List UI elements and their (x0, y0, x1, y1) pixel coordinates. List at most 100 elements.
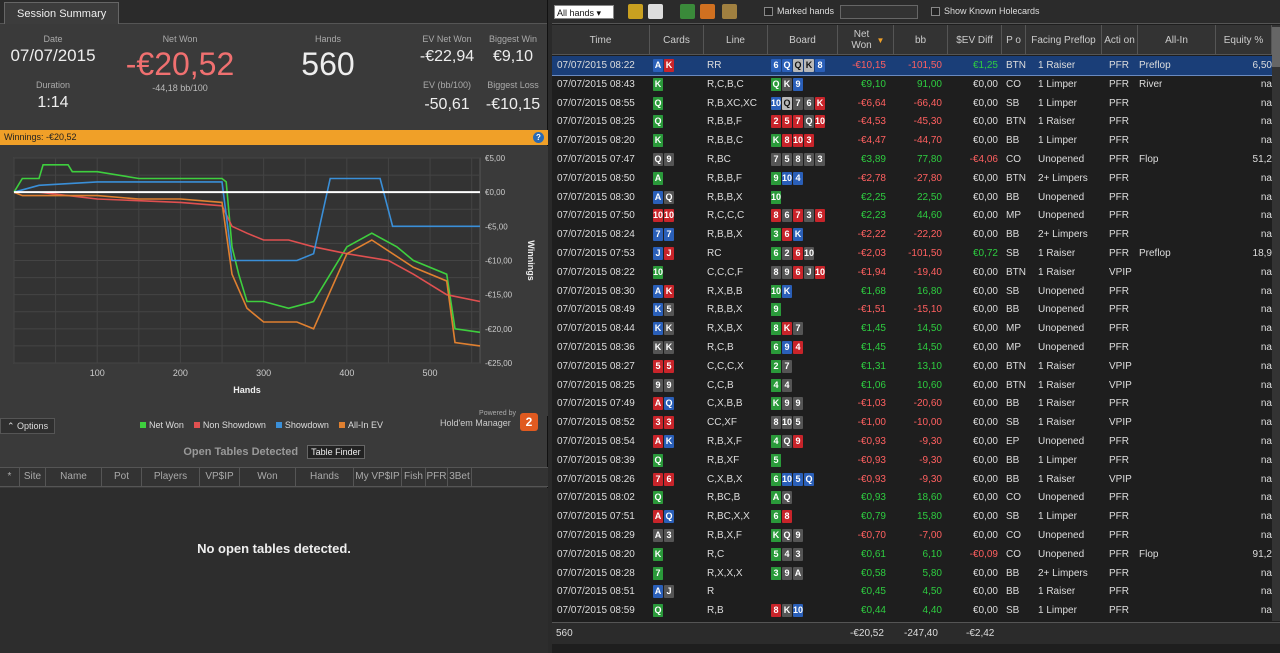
hand-filter-select[interactable]: All hands ▾ (554, 5, 614, 19)
hand-row[interactable]: 07/07/2015 08:30 AQ R,B,B,X 89Q510 €2,25 22,5… (552, 188, 1272, 207)
legend-allin-ev-label: All-In EV (347, 420, 383, 430)
hand-row[interactable]: 07/07/2015 07:50 10 10 R,C,C,C 8 6 7 3 6 €2,23 44,… (552, 206, 1272, 225)
ot-col-pfr[interactable]: PFR (426, 468, 448, 486)
hand-row[interactable]: 07/07/2015 08:25KQR,B,B,F257Q10-€4,53-45… (552, 112, 1272, 131)
hand-equity: na (1260, 210, 1272, 222)
hand-row[interactable]: 07/07/2015 08:24 77 R,B,B,X 23106K -€2,22 -22… (552, 225, 1272, 244)
ot-col-3bet[interactable]: 3Bet (448, 468, 472, 486)
playing-card: 5 (771, 547, 781, 561)
playing-card: 9 (782, 341, 792, 354)
playing-card: J (653, 247, 663, 260)
evnet-label: EV Net Won (422, 34, 472, 44)
rewind-icon[interactable] (628, 4, 643, 19)
hand-row[interactable]: 07/07/2015 08:28 A 7 R,X,X,X KJ93A €0,58 5,80 €… (552, 564, 1272, 583)
known-holecards-checkbox[interactable] (931, 7, 940, 16)
hand-row[interactable]: 07/07/2015 08:22 A K RR 6 Q Q K 8 -€10,15 -101,50 €… (552, 56, 1273, 76)
hands-panel: All hands ▾ Marked hands Show Known Hole… (552, 0, 1280, 653)
hand-row[interactable]: 07/07/2015 08:44KKR,X,B,X987K7€1,4514,50… (552, 319, 1272, 338)
hand-net-won: -€0,70 (857, 530, 886, 541)
marked-hands-select[interactable] (840, 5, 918, 19)
hand-position: BTN (1006, 379, 1026, 391)
hand-row[interactable]: 07/07/2015 08:29 A3 R,B,X,F 9Q92K -€0,70 -7,0… (552, 526, 1272, 545)
x-tick-label: 400 (339, 368, 354, 378)
hand-facing: 1 Raiser (1038, 116, 1076, 128)
hand-ev-diff: €0,00 (972, 567, 998, 579)
ot-col-myvpip[interactable]: My VP$IP (354, 468, 402, 486)
hand-equity: na (1260, 454, 1272, 466)
hand-allin: River (1139, 78, 1163, 90)
ot-col-name[interactable]: Name (46, 468, 102, 486)
hand-bb: 14,50 (916, 323, 942, 335)
hand-row[interactable]: 07/07/2015 08:27 55 C,C,C,X 44237 €1,31 13,10… (552, 357, 1272, 376)
dice-icon[interactable] (648, 4, 663, 19)
hand-equity: 18,9 (1252, 248, 1272, 259)
hand-row[interactable]: 07/07/2015 08:55KQR,B,XC,XC10Q76K-€6,64-… (552, 94, 1272, 113)
hand-row[interactable]: 07/07/2015 07:51 AQ R,BC,X,X AK1068 €0,79 15,… (552, 507, 1272, 526)
col-facing-preflop[interactable]: Facing Preflop (1026, 25, 1102, 55)
playing-card: 7 (793, 322, 803, 336)
open-tables-body (0, 488, 548, 653)
hand-row[interactable]: 07/07/2015 08:39Q10R,B,XF7895-€0,93-9,30… (552, 451, 1272, 470)
col-ev-diff[interactable]: $EV Diff (948, 25, 1002, 55)
table-finder-button[interactable]: Table Finder (307, 445, 365, 459)
ot-col-pot[interactable]: Pot (102, 468, 142, 486)
options-button[interactable]: ⌃ Options (0, 418, 56, 434)
hand-action: PFR (1109, 97, 1129, 109)
hand-row[interactable]: 07/07/2015 08:43KKR,C,B,C46QK9€9,1091,00… (552, 75, 1272, 94)
hands-scroll-thumb[interactable] (1272, 27, 1280, 67)
ot-col-hands[interactable]: Hands (296, 468, 354, 486)
col-cards[interactable]: Cards (650, 25, 704, 55)
hand-row[interactable]: 07/07/2015 08:20AKR,B,B,CQ8K103-€4,47-44… (552, 131, 1272, 150)
col-pos[interactable]: P o (1002, 25, 1026, 55)
hand-row[interactable]: 07/07/2015 08:25 99 C,C,B 6344 €1,06 10,60 €0,… (552, 376, 1272, 395)
hand-equity: na (1260, 586, 1272, 598)
hand-row[interactable]: 07/07/2015 08:52 3 3 CC,XF 8 10 5 -€1,00 -10,00 €… (552, 413, 1272, 432)
col-equity[interactable]: Equity % (1216, 25, 1272, 55)
hand-position: BTN (1006, 172, 1026, 184)
playing-card: 9 (793, 435, 803, 448)
playing-card: 6 (793, 247, 803, 260)
trophy-icon[interactable] (722, 4, 737, 19)
hand-row[interactable]: 07/07/2015 08:50A10R,B,B,F831094-€2,78-2… (552, 169, 1272, 188)
hand-row[interactable]: 07/07/2015 08:30AKR,X,B,BA7A10K€1,6816,8… (552, 282, 1272, 301)
hand-row[interactable]: 07/07/2015 08:51 A J R €0,45 4,50 €0,00 BB 1 Rai… (552, 582, 1272, 601)
hand-row[interactable]: 07/07/2015 08:49 K5 R,B,B,X A5979 -€1,51 -15,… (552, 300, 1272, 319)
ot-col-fish[interactable]: Fish (402, 468, 426, 486)
hand-row[interactable]: 07/07/2015 08:22J10C,C,C,F896J10-€1,94-1… (552, 263, 1272, 282)
hand-row[interactable]: 07/07/2015 08:54 AK R,B,X,F 66Q49 -€0,93 -9,3… (552, 432, 1272, 451)
grid-icon[interactable] (680, 4, 695, 19)
col-time[interactable]: Time (552, 25, 650, 55)
playing-card: 4 (782, 378, 792, 392)
ot-col-players[interactable]: Players (142, 468, 200, 486)
col-allin[interactable]: All-In (1138, 25, 1216, 55)
col-board[interactable]: Board (768, 25, 838, 55)
hand-row[interactable]: 07/07/2015 07:53 JJ RC 626106 -€2,03 -101,50 €… (552, 244, 1272, 263)
ot-col-star[interactable]: * (0, 468, 20, 486)
hand-ev-diff: €0,00 (972, 304, 998, 316)
series-line-non-showdown (14, 191, 481, 303)
col-line[interactable]: Line (704, 25, 768, 55)
marked-hands-checkbox[interactable] (764, 7, 773, 16)
ot-col-site[interactable]: Site (20, 468, 46, 486)
hand-row[interactable]: 07/07/2015 08:36 KK R,C,B 3694 €1,45 14,50 €0,… (552, 338, 1272, 357)
hand-line: C,X,B,B (707, 398, 743, 410)
hand-row[interactable]: 07/07/2015 08:20 KQ R,C 75K43 €0,61 6,10 -€0,0… (552, 545, 1272, 564)
hand-facing: 1 Raiser (1038, 248, 1076, 259)
col-action[interactable]: Acti on (1102, 25, 1138, 55)
col-bb[interactable]: bb (894, 25, 948, 55)
col-net-won[interactable]: Net Won ▼ (838, 25, 894, 55)
ot-col-won[interactable]: Won (240, 468, 296, 486)
bar-chart-icon[interactable] (700, 4, 715, 19)
hand-row[interactable]: 07/07/2015 08:02AQR,BC,B3KAQ€0,9318,60€0… (552, 488, 1272, 507)
hand-row[interactable]: 07/07/2015 08:2676C,X,B,X21065Q-€0,93-9,… (552, 470, 1272, 489)
hands-scrollbar[interactable] (1272, 25, 1280, 621)
hand-ev-diff: €0,00 (972, 266, 998, 278)
help-icon[interactable]: ? (533, 132, 544, 143)
hand-row[interactable]: 07/07/2015 07:49 AQ C,X,B,B 999KK -€1,03 -20,… (552, 394, 1272, 413)
tab-session-summary[interactable]: Session Summary (4, 2, 120, 24)
ot-col-vpip[interactable]: VP$IP (200, 468, 240, 486)
hand-row[interactable]: 07/07/2015 07:47 Q 9 R,BC 7 5 8 5 3 €3,89 77,80 -€4… (552, 150, 1272, 169)
